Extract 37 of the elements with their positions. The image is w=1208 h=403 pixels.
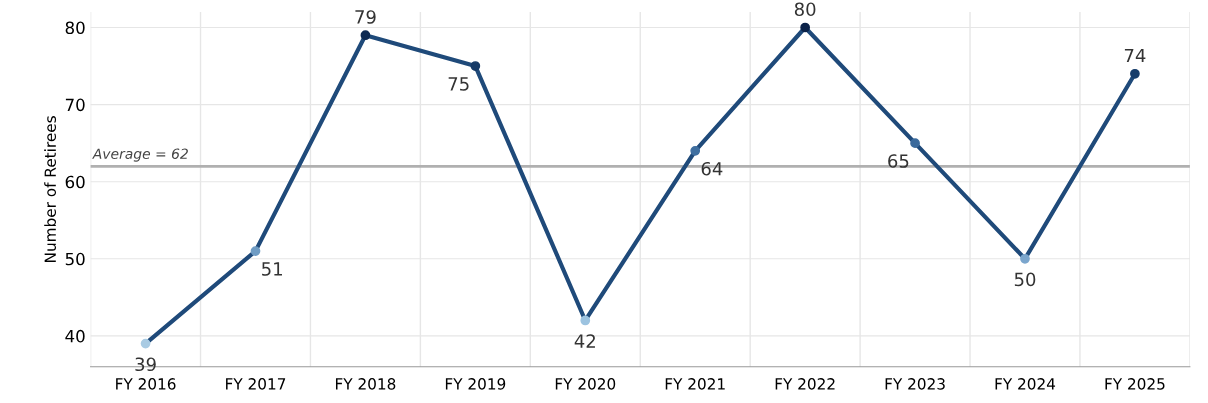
data-label: 50 — [1014, 272, 1036, 287]
data-label: 74 — [1124, 48, 1146, 63]
data-label: 51 — [262, 262, 282, 276]
x-tick-label: FY 2018 — [335, 378, 396, 390]
point — [140, 338, 151, 349]
point — [1130, 68, 1140, 79]
x-tick-label: FY 2024 — [995, 378, 1056, 390]
point — [470, 61, 481, 71]
data-label: 79 — [355, 10, 376, 24]
data-label: 65 — [888, 154, 909, 168]
point — [250, 246, 261, 256]
x-tick-label: FY 2025 — [1105, 378, 1165, 390]
x-tick-label: FY 2019 — [445, 378, 506, 390]
x-tick-label: FY 2023 — [885, 378, 945, 390]
y-tick-label: 40 — [65, 329, 85, 343]
y-tick-label: 50 — [65, 252, 85, 266]
point — [800, 22, 810, 33]
y-axis-title: Number of Retirees — [44, 116, 57, 262]
y-tick-label: 80 — [65, 21, 85, 35]
point — [360, 30, 371, 41]
point — [1020, 253, 1030, 264]
point — [910, 138, 920, 149]
x-tick-label: FY 2017 — [226, 378, 286, 390]
y-tick-label: 60 — [65, 175, 85, 189]
data-label: 75 — [448, 77, 469, 91]
ref-line-label: Average = 62 — [92, 148, 188, 162]
x-tick-label: FY 2020 — [555, 378, 616, 390]
y-tick-label: 70 — [65, 98, 85, 112]
data-label: 80 — [794, 2, 816, 17]
x-tick-label: FY 2021 — [665, 378, 725, 390]
point — [580, 315, 591, 326]
data-label: 64 — [701, 161, 723, 176]
x-tick-label: FY 2016 — [116, 378, 176, 390]
x-tick-label: FY 2022 — [775, 378, 835, 390]
point — [690, 146, 701, 156]
data-label: 42 — [574, 334, 595, 348]
data-label: 39 — [135, 357, 156, 372]
